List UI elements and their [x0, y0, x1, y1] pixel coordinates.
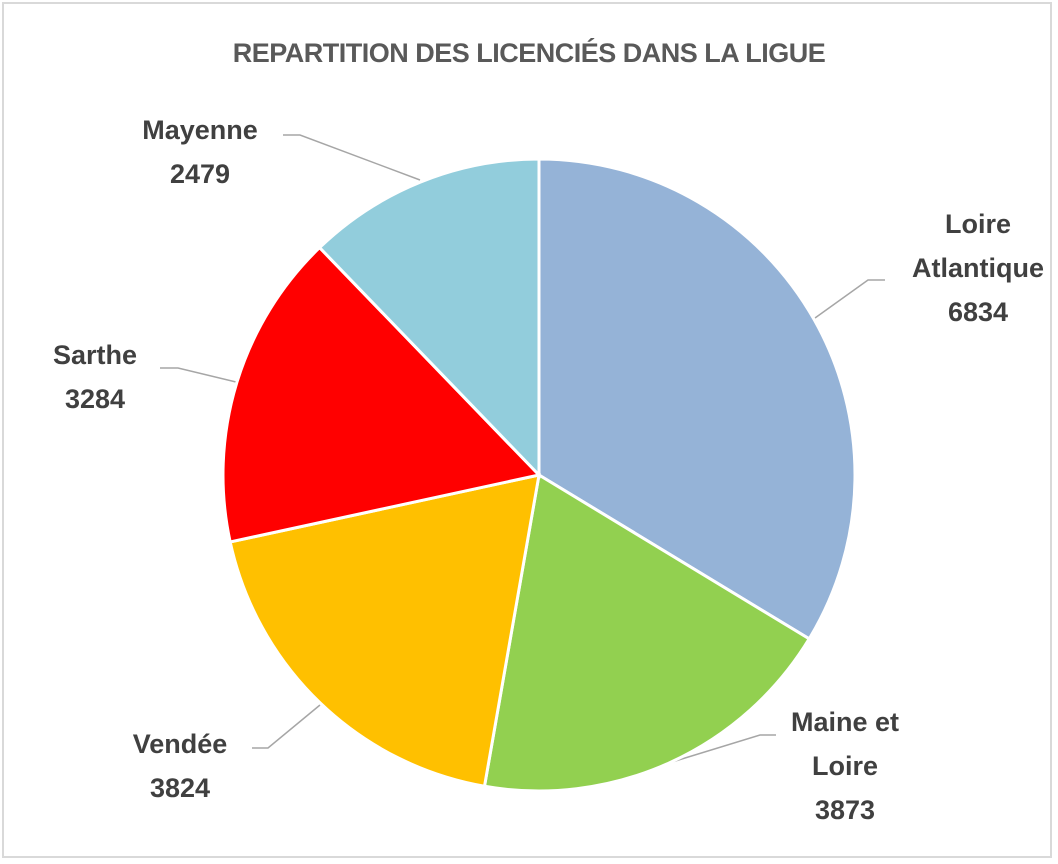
leader-line	[671, 734, 776, 763]
data-label-name: Mayenne	[142, 115, 258, 145]
pie-slice	[317, 157, 541, 479]
leader-line	[252, 704, 321, 749]
leader-lines	[160, 134, 885, 763]
data-label-value: 3873	[814, 795, 876, 825]
data-label: Mayenne 2479	[120, 108, 280, 196]
pie-slice	[482, 472, 812, 793]
pie-slice	[228, 473, 541, 788]
data-label: Loire Atlantique 6834	[903, 202, 1053, 334]
pie-slice	[221, 245, 542, 544]
data-label-name: Sarthe	[52, 340, 138, 370]
data-label: Maine et Loire 3873	[770, 700, 920, 832]
data-label-value: 6834	[947, 297, 1009, 327]
leader-line	[283, 134, 421, 181]
leader-line	[160, 367, 237, 383]
data-label-value: 3284	[64, 384, 126, 414]
data-label-value: 3824	[149, 773, 211, 803]
data-label-name: Loire Atlantique	[912, 209, 1044, 283]
leader-line	[814, 279, 885, 319]
data-label: Sarthe 3284	[15, 333, 175, 421]
data-label-name: Vendée	[132, 729, 228, 759]
pie-slice	[537, 157, 857, 641]
chart-title: REPARTITION DES LICENCIÉS DANS LA LIGUE	[232, 38, 826, 68]
data-label: Vendée 3824	[100, 722, 260, 810]
data-label-name: Maine et Loire	[790, 707, 900, 781]
data-label-value: 2479	[169, 159, 231, 189]
